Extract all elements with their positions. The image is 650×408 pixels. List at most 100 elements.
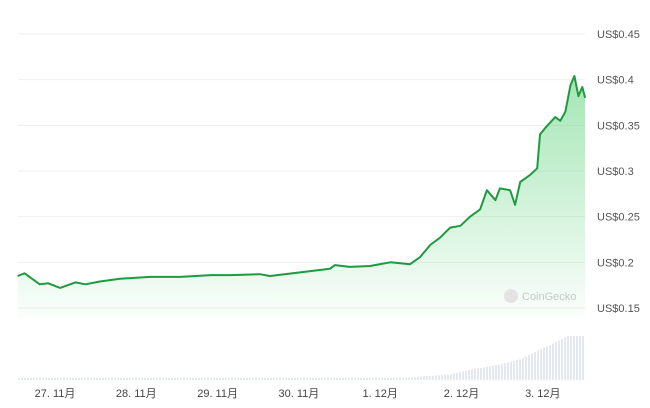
volume-bar	[60, 377, 62, 380]
volume-bar	[348, 377, 350, 380]
volume-bar	[24, 377, 26, 380]
volume-bar	[432, 375, 434, 380]
volume-bar	[168, 377, 170, 380]
volume-bar	[42, 377, 44, 380]
volume-bar	[513, 360, 515, 380]
volume-bar	[252, 377, 254, 380]
volume-bar	[264, 377, 266, 380]
volume-bar	[453, 373, 455, 380]
volume-bar	[336, 377, 338, 380]
volume-bar	[183, 377, 185, 380]
volume-bar	[192, 377, 194, 380]
volume-bar	[576, 336, 578, 380]
volume-bar	[495, 365, 497, 380]
volume-bar	[393, 377, 395, 380]
volume-bar	[195, 377, 197, 380]
volume-bar	[483, 367, 485, 380]
volume-bar	[396, 377, 398, 380]
volume-bar	[414, 377, 416, 380]
price-line	[17, 75, 587, 289]
volume-bar	[150, 377, 152, 380]
volume-bar	[90, 377, 92, 380]
volume-bar	[582, 336, 584, 380]
y-tick-label: US$0.3	[597, 166, 634, 178]
volume-bar	[462, 371, 464, 380]
x-tick-label: 27. 11月	[35, 388, 76, 400]
volume-bar	[99, 377, 101, 380]
volume-bar	[27, 377, 29, 380]
price-area	[17, 76, 586, 318]
volume-bar	[543, 347, 545, 380]
volume-bar	[279, 377, 281, 380]
volume-bar	[180, 377, 182, 380]
volume-bar	[18, 377, 20, 380]
volume-bar	[303, 377, 305, 380]
x-tick-label: 3. 12月	[525, 388, 560, 400]
volume-bar	[78, 377, 80, 380]
volume-bar	[531, 353, 533, 380]
volume-bar	[387, 377, 389, 380]
volume-bar	[474, 368, 476, 380]
x-tick-label: 1. 12月	[362, 388, 397, 400]
volume-bar	[492, 365, 494, 380]
volume-bar	[402, 377, 404, 380]
volume-bar	[390, 377, 392, 380]
volume-bar	[507, 362, 509, 380]
volume-bar	[510, 361, 512, 380]
x-tick-label: 2. 12月	[444, 388, 479, 400]
volume-bar	[246, 377, 248, 380]
volume-bar	[33, 377, 35, 380]
volume-bar	[327, 377, 329, 380]
volume-bar	[471, 369, 473, 380]
volume-bar	[468, 369, 470, 380]
volume-bar	[96, 377, 98, 380]
volume-bar	[231, 377, 233, 380]
volume-bar	[147, 377, 149, 380]
volume-bar	[108, 377, 110, 380]
volume-bar	[177, 377, 179, 380]
volume-bar	[504, 363, 506, 380]
volume-bar	[369, 377, 371, 380]
volume-bar	[345, 377, 347, 380]
volume-bar	[162, 377, 164, 380]
x-tick-label: 30. 11月	[279, 388, 320, 400]
volume-bar	[384, 377, 386, 380]
volume-bar	[36, 377, 38, 380]
volume-bar	[216, 377, 218, 380]
y-tick-label: US$0.35	[597, 120, 640, 132]
volume-bar	[378, 377, 380, 380]
watermark-text: CoinGecko	[522, 291, 576, 303]
volume-bar	[126, 377, 128, 380]
volume-bar	[294, 377, 296, 380]
volume-bar	[489, 366, 491, 380]
volume-bar	[258, 377, 260, 380]
volume-bar	[300, 377, 302, 380]
volume-bar	[210, 377, 212, 380]
coingecko-watermark: CoinGecko	[504, 289, 576, 303]
volume-bar	[57, 377, 59, 380]
volume-bar	[234, 377, 236, 380]
volume-bar	[105, 377, 107, 380]
volume-bar	[552, 343, 554, 380]
volume-bar	[249, 377, 251, 380]
volume-bar	[291, 377, 293, 380]
volume-bar	[153, 377, 155, 380]
volume-bar	[549, 345, 551, 380]
volume-bar	[540, 348, 542, 380]
y-tick-label: US$0.2	[597, 257, 634, 269]
volume-bar	[573, 336, 575, 380]
volume-bar	[144, 377, 146, 380]
volume-bar	[360, 377, 362, 380]
volume-bar	[342, 377, 344, 380]
volume-bar	[171, 377, 173, 380]
volume-bar	[156, 377, 158, 380]
volume-bars	[18, 336, 584, 380]
volume-bar	[282, 377, 284, 380]
volume-bar	[120, 377, 122, 380]
volume-bar	[276, 377, 278, 380]
volume-bar	[159, 377, 161, 380]
volume-bar	[318, 377, 320, 380]
volume-bar	[354, 377, 356, 380]
volume-bar	[114, 377, 116, 380]
volume-bar	[66, 377, 68, 380]
